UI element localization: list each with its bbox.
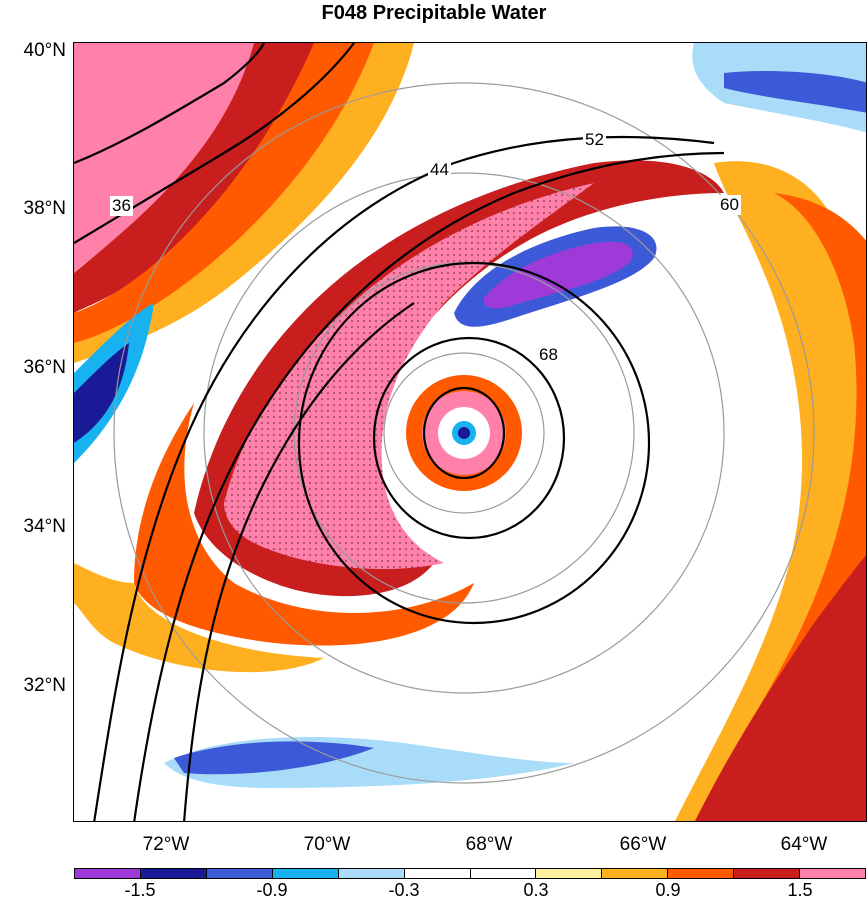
colorbar-segment [668,869,735,878]
contour-label: 60 [718,195,741,215]
lat-label-32n: 32°N [23,675,66,696]
colorbar [74,868,866,879]
lon-label-70w: 70°W [303,834,351,855]
map-canvas [74,43,866,821]
colorbar-tick-label: 0.9 [655,880,681,900]
map-plot [73,42,867,822]
contour-label: 44 [428,160,451,180]
colorbar-segment [140,869,207,878]
lon-label-72w: 72°W [142,834,190,855]
colorbar-segment [734,869,801,878]
contour-label: 68 [537,345,560,365]
lon-label-68w: 68°W [465,834,513,855]
colorbar-tick-label: 0.3 [523,880,549,900]
colorbar-tick-label: -0.9 [256,880,288,900]
colorbar-segment [272,869,339,878]
lon-label-66w: 66°W [619,834,667,855]
map-title: F048 Precipitable Water [321,2,547,24]
colorbar-segment [800,869,866,878]
colorbar-segment [206,869,273,878]
colorbar-segment [602,869,669,878]
colorbar-segment [338,869,405,878]
colorbar-tick-label: -0.3 [388,880,420,900]
colorbar-tick-label: 1.5 [787,880,813,900]
contour-label: 36 [110,196,133,216]
lat-label-38n: 38°N [23,198,66,219]
colorbar-segment [75,869,141,878]
colorbar-segment [536,869,603,878]
contour-label: 52 [583,130,606,150]
colorbar-segment [470,869,537,878]
colorbar-segment [404,869,471,878]
lon-label-64w: 64°W [780,834,828,855]
lat-label-36n: 36°N [23,357,66,378]
lat-label-40n: 40°N [23,40,66,61]
lat-label-34n: 34°N [23,516,66,537]
colorbar-tick-label: -1.5 [124,880,156,900]
